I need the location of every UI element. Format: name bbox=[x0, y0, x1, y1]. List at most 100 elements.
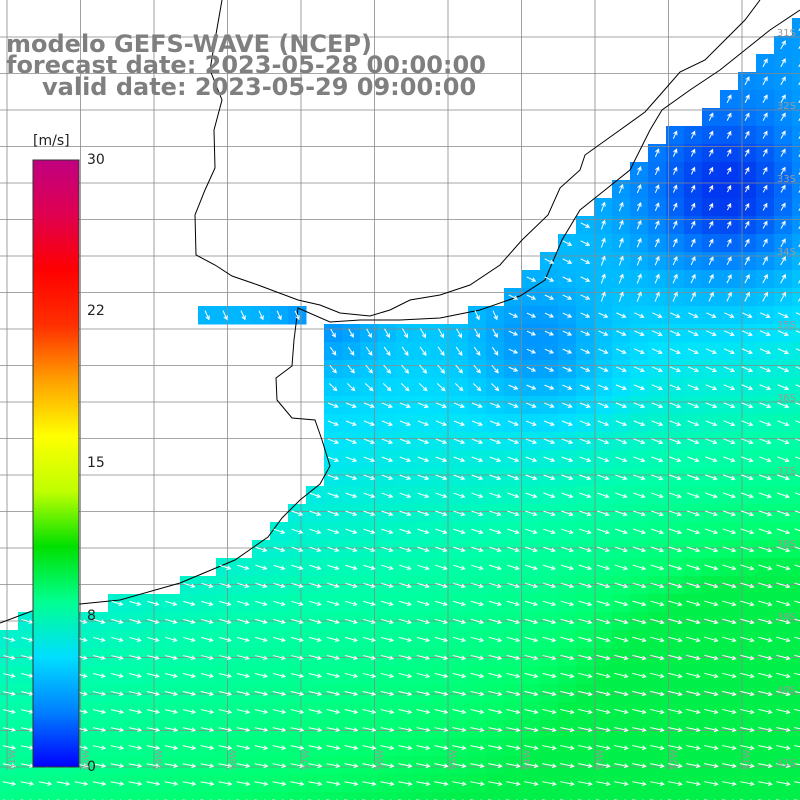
wind-cell bbox=[792, 774, 800, 793]
valid-date: valid date: 2023-05-29 09:00:00 bbox=[42, 73, 477, 101]
wind-cell bbox=[0, 792, 19, 800]
wind-arrow bbox=[654, 166, 660, 175]
wind-arrow bbox=[128, 727, 143, 732]
wind-cell bbox=[252, 792, 271, 800]
wind-arrow bbox=[201, 636, 214, 642]
wind-arrow bbox=[744, 238, 750, 247]
wind-arrow bbox=[560, 564, 574, 571]
wind-arrow bbox=[452, 672, 467, 679]
wind-arrow bbox=[687, 402, 700, 409]
wind-arrow bbox=[670, 312, 681, 318]
wind-arrow bbox=[506, 636, 521, 643]
wind-arrow bbox=[308, 709, 323, 715]
wind-arrow bbox=[740, 763, 755, 769]
wind-arrow bbox=[726, 256, 732, 266]
wind-arrow bbox=[380, 690, 395, 697]
wind-arrow bbox=[237, 564, 250, 571]
wind-arrow bbox=[562, 402, 573, 408]
wind-cell bbox=[792, 792, 800, 800]
wind-arrow bbox=[686, 528, 701, 535]
wind-arrow bbox=[506, 727, 521, 733]
wind-arrow bbox=[363, 546, 376, 553]
wind-arrow bbox=[204, 310, 210, 321]
wind-arrow bbox=[364, 383, 374, 392]
wind-arrow bbox=[490, 402, 501, 408]
wind-arrow bbox=[616, 348, 627, 354]
wind-arrow bbox=[687, 384, 700, 391]
wind-arrow bbox=[740, 654, 755, 661]
wind-cell bbox=[792, 288, 800, 307]
wind-arrow bbox=[470, 690, 485, 697]
wind-arrow bbox=[525, 510, 538, 517]
wind-arrow bbox=[255, 600, 268, 607]
wind-arrow bbox=[506, 618, 521, 625]
wind-arrow bbox=[686, 690, 701, 697]
wind-arrow bbox=[744, 273, 750, 284]
wind-arrow bbox=[650, 528, 664, 535]
wind-arrow bbox=[776, 708, 791, 715]
wind-arrow bbox=[759, 366, 772, 373]
wind-arrow bbox=[633, 492, 646, 499]
wind-arrow bbox=[327, 438, 340, 444]
wind-arrow bbox=[741, 474, 754, 481]
wind-arrow bbox=[273, 564, 286, 571]
wind-arrow bbox=[272, 672, 287, 679]
wind-arrow bbox=[618, 219, 624, 230]
wind-arrow bbox=[506, 763, 521, 769]
wind-arrow bbox=[708, 184, 714, 193]
wind-cell bbox=[36, 792, 55, 800]
wind-arrow bbox=[740, 582, 755, 589]
wind-arrow bbox=[704, 510, 718, 517]
wind-arrow bbox=[704, 600, 719, 607]
wind-arrow bbox=[687, 330, 699, 336]
wind-arrow bbox=[345, 420, 357, 426]
wind-cell bbox=[468, 792, 487, 800]
wind-arrow bbox=[200, 691, 215, 696]
wind-cell bbox=[792, 558, 800, 577]
wind-cell bbox=[792, 36, 800, 55]
wind-cell bbox=[792, 72, 800, 91]
wind-arrow bbox=[614, 672, 629, 679]
wind-arrow bbox=[636, 201, 642, 212]
wind-arrow bbox=[705, 330, 717, 336]
wind-arrow bbox=[419, 364, 428, 374]
wind-arrow bbox=[488, 763, 503, 769]
wind-arrow bbox=[596, 582, 611, 589]
wind-arrow bbox=[579, 510, 592, 517]
wind-arrow bbox=[780, 94, 786, 104]
wind-arrow bbox=[309, 510, 322, 517]
wind-arrow bbox=[308, 691, 323, 697]
wind-arrow bbox=[543, 474, 556, 481]
wind-arrow bbox=[200, 727, 215, 732]
wind-arrow bbox=[344, 636, 358, 643]
wind-arrow bbox=[744, 166, 750, 175]
wind-arrow bbox=[399, 456, 412, 463]
wind-arrow bbox=[365, 346, 373, 356]
wind-arrow bbox=[111, 673, 124, 678]
wind-arrow bbox=[704, 582, 719, 589]
wind-arrow bbox=[489, 492, 502, 499]
wind-arrow bbox=[128, 709, 143, 714]
wind-arrow bbox=[526, 348, 537, 354]
wind-arrow bbox=[798, 78, 800, 86]
wind-arrow bbox=[290, 691, 305, 697]
wind-cell bbox=[72, 792, 91, 800]
wind-arrow bbox=[687, 438, 700, 445]
wind-arrow bbox=[488, 781, 503, 787]
wind-arrow bbox=[329, 346, 337, 356]
wind-arrow bbox=[650, 564, 665, 571]
wind-arrow bbox=[471, 438, 484, 445]
wind-arrow bbox=[561, 492, 574, 499]
wind-arrow bbox=[762, 112, 768, 121]
wind-arrow bbox=[596, 528, 610, 535]
wind-arrow bbox=[182, 763, 197, 768]
wind-arrow bbox=[669, 420, 682, 427]
wind-arrow bbox=[417, 420, 430, 427]
wind-arrow bbox=[740, 528, 755, 535]
wind-arrow bbox=[526, 294, 537, 300]
wind-arrow bbox=[524, 582, 538, 589]
wind-arrow bbox=[669, 366, 682, 373]
wind-arrow bbox=[762, 94, 768, 104]
wind-arrow bbox=[780, 112, 786, 121]
wind-arrow bbox=[506, 690, 521, 697]
